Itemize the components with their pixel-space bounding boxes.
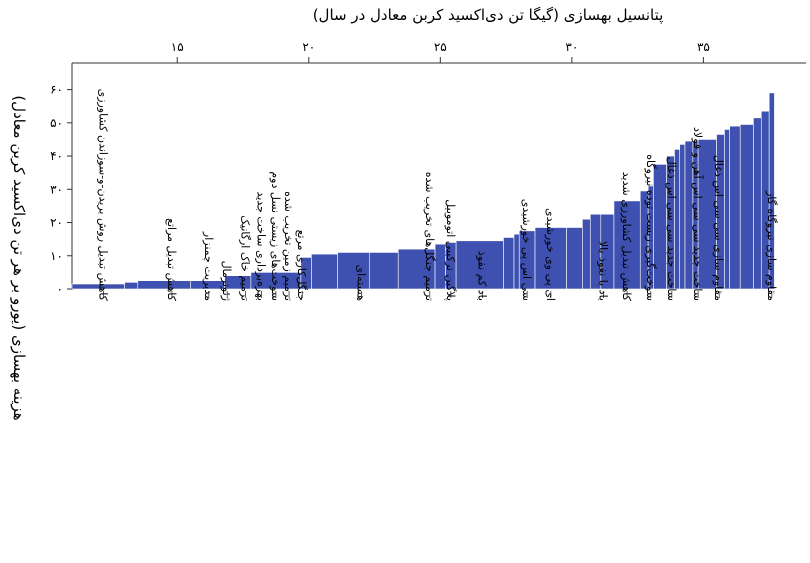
y-tick-label: ۵۰ [50, 116, 63, 130]
category-label-17: سوخت‌گیری زیست توده نیروگاه [644, 154, 657, 301]
category-label-5: بهره‌برداری ساخت جدید [254, 191, 267, 301]
category-label-20: مقاوم سازی سی سی اس ذغال [712, 155, 725, 301]
x-tick-label: ۲۵ [434, 40, 447, 54]
category-label-11: پلاگین ترکیبی اتوموبیل [444, 199, 457, 301]
y-tick-label: ۶۰ [50, 83, 63, 97]
category-labels: کاهش تبدیل روش بریدن-و-سوزاندن کشاورزی کا… [97, 89, 778, 302]
category-label-10: ترمیم جنگل‌های تخریب شده [423, 172, 436, 301]
category-label-3: ژئوترمال [220, 261, 233, 301]
bar-34 [729, 125, 741, 290]
category-label-14: ای پی وی خورشیدی [544, 208, 557, 301]
x-tick-label: ۳۰ [565, 40, 578, 54]
bar-9 [368, 252, 399, 290]
category-label-1: کاهش تبدیل مراتع [165, 218, 178, 302]
category-label-8: جنگل‌کاری مرتع [295, 230, 308, 301]
x-tick-label: ۱۵ [171, 40, 184, 54]
category-label-12: باد کم نفوذ [475, 251, 488, 301]
bar-18 [566, 227, 583, 290]
x-tick-label: ۲۰ [302, 40, 315, 54]
bar-14 [503, 237, 515, 290]
y-tick-label: ۴۰ [50, 149, 63, 163]
bar-1 [124, 282, 139, 290]
bars [71, 92, 775, 290]
y-axis-title: هزینه بهسازی (یورو بر هر تن دی‌اکسید کرب… [10, 95, 28, 420]
bar-8 [337, 252, 370, 290]
category-label-13: سی اس پی خورشیدی [520, 199, 533, 301]
category-label-16: کاهش تبدیل کشاورزی شدید [620, 172, 633, 302]
y-tick-label: ۰ [57, 282, 63, 296]
y-tick-label: ۲۰ [50, 216, 63, 230]
bar-35 [739, 124, 754, 290]
bar-15 [513, 233, 520, 290]
y-ticks: ۰ ۱۰ ۲۰ ۳۰ ۴۰ ۵۰ ۶۰ [50, 83, 72, 296]
x-axis-title: پتانسیل بهسازی (گیگا تن دی‌اکسید کربن مع… [313, 6, 664, 25]
bar-2 [137, 280, 191, 290]
category-label-21: مقاوم سازی نیروگاه گاز [765, 190, 778, 301]
bar-7 [311, 253, 339, 290]
bar-19 [582, 218, 591, 290]
bar-38 [768, 92, 775, 290]
category-label-15: باد با نفوذ بالا [596, 241, 609, 301]
category-label-6: سوخت‌های زیستی نسل دوم [269, 171, 282, 301]
bar-13 [455, 240, 504, 290]
bar-17 [534, 227, 567, 290]
category-label-4: ترمیم خاک ارگانیک [239, 215, 252, 301]
category-label-19: ساخت جدید سی سی اس آهن و فولاد [691, 127, 705, 301]
bar-28 [679, 144, 686, 290]
bar-36 [753, 117, 762, 290]
category-label-7: ترمیم زمین تخریب شده [282, 191, 295, 301]
category-label-2: مدیریت چمنزار [202, 231, 215, 301]
category-label-0: کاهش تبدیل روش بریدن-و-سوزاندن کشاورزی [97, 89, 110, 302]
y-tick-label: ۳۰ [50, 182, 63, 196]
category-label-9: هسته‌ای [354, 265, 367, 302]
y-tick-label: ۱۰ [50, 249, 63, 263]
category-label-18: ساخت جدید سی سی اس ذغال [665, 157, 678, 301]
x-ticks: ۱۵ ۲۰ ۲۵ ۳۰ ۳۵ [171, 40, 710, 63]
x-tick-label: ۳۵ [697, 40, 710, 54]
